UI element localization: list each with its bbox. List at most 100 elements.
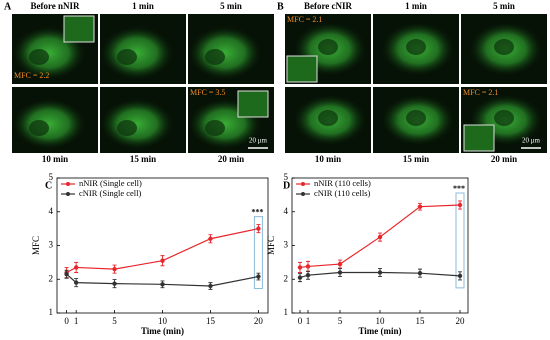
cell-fluorescence xyxy=(100,26,174,80)
x-tick-label: 20 xyxy=(254,316,264,326)
time-label: 5 min xyxy=(493,1,515,11)
time-label: 15 min xyxy=(130,154,156,164)
y-tick-label: 3 xyxy=(49,240,54,250)
time-label: Before cNIR xyxy=(304,1,353,11)
x-tick-label: 10 xyxy=(376,316,386,326)
cell-nucleus xyxy=(318,110,338,126)
time-label: 20 min xyxy=(491,154,517,164)
y-tick-label: 2 xyxy=(284,273,289,283)
x-tick-label: 20 xyxy=(456,316,466,326)
cell-fluorescence xyxy=(188,26,262,80)
y-tick-label: 2 xyxy=(49,273,54,283)
data-point xyxy=(337,270,343,275)
x-tick-label: 1 xyxy=(74,316,79,326)
time-label: 10 min xyxy=(315,154,341,164)
cell-nucleus xyxy=(117,49,137,65)
inset xyxy=(237,90,269,118)
y-tick-label: 1 xyxy=(284,307,289,317)
panel-label: B xyxy=(277,1,284,12)
x-axis-label: Time (min) xyxy=(358,326,401,336)
cell-nucleus xyxy=(29,120,49,136)
time-label: 20 min xyxy=(218,154,244,164)
legend-label: cNIR (110 cells) xyxy=(314,188,371,198)
time-label: 10 min xyxy=(42,154,68,164)
data-point xyxy=(305,273,311,278)
cell-nucleus xyxy=(406,39,426,55)
cell-fluorescence xyxy=(12,98,86,150)
mfc-annotation: MFC = 2.2 xyxy=(14,71,49,80)
x-tick-label: 5 xyxy=(112,316,117,326)
data-point xyxy=(377,270,383,275)
data-point xyxy=(297,275,303,280)
time-label: Before nNIR xyxy=(30,1,80,11)
y-axis-label: MFC xyxy=(266,236,276,255)
inset xyxy=(286,55,318,83)
panel-label: A xyxy=(4,1,12,12)
panel-label: D xyxy=(283,180,290,191)
y-tick-label: 3 xyxy=(284,240,289,250)
cell-nucleus xyxy=(205,120,225,136)
time-label: 1 min xyxy=(405,1,427,11)
significance-box xyxy=(455,192,465,289)
data-point xyxy=(305,264,311,269)
panel-label: C xyxy=(45,180,52,191)
x-tick-label: 5 xyxy=(338,316,343,326)
significance-label: *** xyxy=(251,207,263,216)
legend-marker xyxy=(301,192,305,196)
data-point xyxy=(256,274,261,279)
x-tick-label: 10 xyxy=(158,316,168,326)
y-tick-label: 4 xyxy=(49,206,54,216)
data-point xyxy=(457,273,463,279)
y-tick-label: 1 xyxy=(49,307,54,317)
data-point xyxy=(256,226,261,231)
legend-label: nNIR (Single cell) xyxy=(79,178,142,188)
x-tick-label: 0 xyxy=(64,316,69,326)
data-point xyxy=(337,261,343,267)
significance-box xyxy=(253,216,263,290)
time-label: 15 min xyxy=(403,154,429,164)
data-point xyxy=(417,270,423,276)
inset xyxy=(63,15,95,43)
x-tick-label: 0 xyxy=(298,316,303,326)
cell-nucleus xyxy=(29,49,49,65)
data-point xyxy=(73,280,79,285)
cell-nucleus xyxy=(205,49,225,65)
data-point xyxy=(112,266,117,272)
time-label: 1 min xyxy=(132,1,154,11)
cell-nucleus xyxy=(117,120,137,136)
data-point xyxy=(208,283,213,289)
y-tick-label: 5 xyxy=(284,172,289,182)
time-label: 5 min xyxy=(220,1,242,11)
cell-nucleus xyxy=(406,110,426,126)
scale-label: 20 μm xyxy=(522,137,541,145)
x-tick-label: 15 xyxy=(416,316,426,326)
legend-marker xyxy=(66,192,70,196)
data-point xyxy=(208,236,213,241)
x-tick-label: 15 xyxy=(206,316,216,326)
data-point xyxy=(297,265,303,270)
legend-marker xyxy=(301,182,305,186)
significance-label: *** xyxy=(453,184,465,193)
cell-nucleus xyxy=(494,39,514,55)
mfc-annotation: MFC = 3.5 xyxy=(190,88,225,97)
y-tick-label: 4 xyxy=(284,206,289,216)
data-point xyxy=(457,202,463,208)
legend-label: nNIR (110 cells) xyxy=(314,178,371,188)
inset xyxy=(463,124,495,152)
data-point xyxy=(377,234,383,240)
scale-label: 20 μm xyxy=(249,137,268,145)
cell-nucleus xyxy=(494,110,514,126)
y-axis-label: MFC xyxy=(31,236,41,255)
y-tick-label: 5 xyxy=(49,172,54,182)
legend-marker xyxy=(66,182,70,186)
plot-frame xyxy=(56,177,269,314)
data-point xyxy=(160,258,165,263)
data-point xyxy=(160,282,165,287)
cell-fluorescence xyxy=(100,98,174,150)
cell-nucleus xyxy=(318,39,338,55)
legend-label: cNIR (Single cell) xyxy=(79,188,141,198)
mfc-annotation: MFC = 2.1 xyxy=(463,88,498,97)
x-axis-label: Time (min) xyxy=(141,326,184,336)
data-point xyxy=(112,281,117,286)
